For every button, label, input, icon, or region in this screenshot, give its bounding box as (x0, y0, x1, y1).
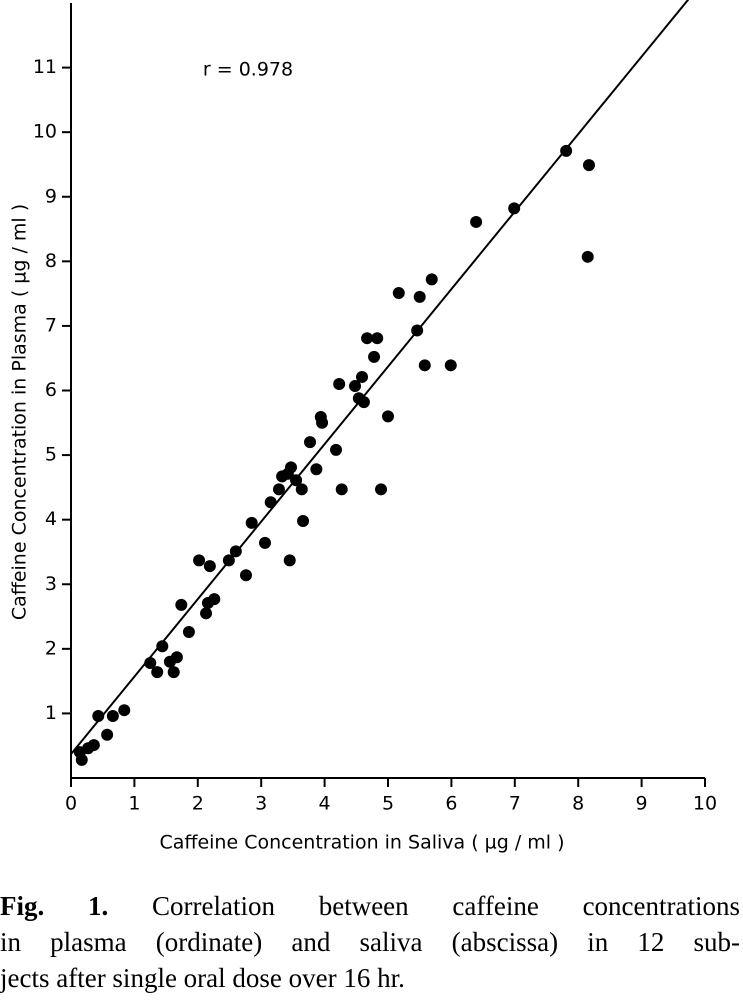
x-tick-label: 3 (255, 793, 267, 815)
point (193, 554, 206, 567)
point (118, 704, 131, 717)
x-tick-label: 7 (509, 793, 521, 815)
y-tick-label: 1 (45, 702, 57, 724)
caption-text: in plasma (ordinate) and saliva (absciss… (0, 927, 740, 957)
point (444, 359, 457, 372)
y-tick-label: 9 (45, 185, 57, 207)
y-tick-label: 2 (45, 637, 57, 659)
x-tick-label: 8 (572, 793, 584, 815)
point (245, 516, 258, 529)
y-tick-label: 4 (45, 508, 57, 530)
point (151, 666, 164, 679)
point (295, 483, 308, 496)
point (284, 461, 297, 474)
point (413, 290, 426, 303)
y-tick-label: 6 (45, 379, 57, 401)
y-tick-label: 5 (45, 444, 57, 466)
point (411, 324, 424, 337)
point (368, 350, 381, 363)
point (316, 416, 329, 429)
fit-line (70, 0, 690, 755)
y-tick-label: 10 (33, 121, 57, 143)
annotation: r = 0.978 (203, 59, 293, 81)
point (208, 593, 221, 606)
point (470, 215, 483, 228)
x-tick-label: 5 (382, 793, 394, 815)
point (375, 483, 388, 496)
point (582, 159, 595, 172)
x-tick-label: 1 (128, 793, 140, 815)
x-tick-label: 0 (65, 793, 77, 815)
point (371, 332, 384, 345)
point (272, 483, 285, 496)
point (259, 536, 272, 549)
point (222, 554, 235, 567)
y-tick-label: 7 (45, 314, 57, 336)
point (229, 545, 242, 558)
point (349, 379, 362, 392)
point (170, 651, 183, 664)
point (382, 410, 394, 423)
caption-label: Fig. 1. (0, 891, 109, 921)
caption-text: jects after single oral dose over 16 hr. (0, 963, 405, 993)
point (304, 436, 317, 449)
x-tick-label: 10 (693, 793, 717, 815)
point (508, 202, 521, 215)
point (175, 598, 188, 611)
point (182, 626, 195, 639)
y-tick-label: 8 (45, 250, 57, 272)
point (167, 666, 180, 679)
y-axis-label: Caffeine Concentration in Plasma ( µg / … (9, 204, 31, 620)
point (239, 569, 252, 582)
point (418, 359, 431, 372)
caption-text: Correlation between caffeine concentrati… (152, 891, 741, 921)
y-tick-label: 3 (45, 573, 57, 595)
caption-line: in plasma (ordinate) and saliva (absciss… (0, 924, 740, 960)
point (106, 710, 119, 722)
point (357, 396, 370, 409)
point (92, 710, 105, 722)
point (156, 640, 169, 653)
x-axis-label: Caffeine Concentration in Saliva ( µg / … (159, 832, 564, 854)
point (297, 514, 310, 527)
point (264, 496, 277, 509)
point (581, 250, 594, 263)
point (361, 332, 374, 345)
point (283, 554, 296, 567)
point (200, 607, 213, 620)
caption: Fig. 1. Correlation between caffeine con… (0, 888, 740, 996)
point (203, 560, 216, 573)
x-tick-label: 6 (445, 793, 457, 815)
point (290, 474, 303, 487)
point (425, 273, 438, 286)
point (560, 144, 573, 157)
point (392, 286, 405, 299)
point (335, 483, 348, 496)
x-tick-label: 9 (636, 793, 648, 815)
x-tick-label: 2 (192, 793, 204, 815)
x-tick-label: 4 (319, 793, 331, 815)
caption-line: Fig. 1. Correlation between caffeine con… (0, 888, 740, 924)
caption-line: jects after single oral dose over 16 hr. (0, 960, 740, 996)
point (87, 739, 100, 752)
point (144, 657, 157, 670)
point (333, 378, 346, 391)
point (101, 728, 114, 741)
chart: r = 0.978 Caffeine Concentration in Sali… (9, 0, 717, 854)
point (356, 370, 369, 383)
y-tick-label: 11 (33, 56, 57, 78)
point (330, 443, 343, 456)
point (310, 463, 323, 476)
